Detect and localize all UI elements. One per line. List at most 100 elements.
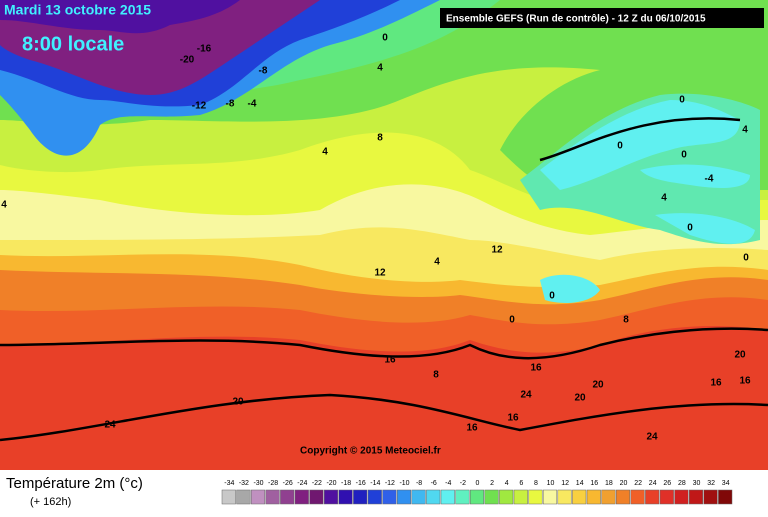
legend-value: -4 xyxy=(445,480,451,487)
legend-swatch xyxy=(309,489,324,505)
contour-label: -20 xyxy=(180,55,195,66)
contour-label: -8 xyxy=(226,99,235,110)
contour-label: 4 xyxy=(742,125,748,136)
legend-value: 14 xyxy=(576,480,584,487)
contour-label: 4 xyxy=(1,200,7,211)
legend-value: 0 xyxy=(476,480,480,487)
legend-swatch xyxy=(396,489,412,505)
legend-swatch xyxy=(645,489,660,505)
legend-value: -16 xyxy=(356,480,366,487)
contour-label: 20 xyxy=(232,397,244,408)
legend-value: -34 xyxy=(224,480,234,487)
legend-value: -30 xyxy=(253,480,263,487)
legend-value: -22 xyxy=(312,480,322,487)
legend-swatch xyxy=(236,489,251,505)
map-time: 8:00 locale xyxy=(22,33,124,55)
contour-label: 0 xyxy=(617,141,623,152)
legend-swatch xyxy=(250,489,266,505)
legend-value: -18 xyxy=(341,480,351,487)
legend-swatch xyxy=(499,489,514,505)
lead-time: (+ 162h) xyxy=(30,496,71,508)
legend-swatch xyxy=(382,489,397,505)
legend-value: -2 xyxy=(460,480,466,487)
contour-label: 16 xyxy=(466,423,478,434)
map-fields xyxy=(0,0,768,470)
legend-swatch xyxy=(280,489,295,505)
legend-swatch xyxy=(557,489,572,505)
legend-value: 16 xyxy=(590,480,598,487)
contour-label: -4 xyxy=(248,99,257,110)
legend-swatch xyxy=(572,489,587,505)
contour-label: 16 xyxy=(710,378,722,389)
legend-swatch xyxy=(338,489,353,505)
legend-value: 30 xyxy=(693,480,701,487)
contour-label: 0 xyxy=(743,253,749,264)
legend-value: 8 xyxy=(534,480,538,487)
legend-value: 32 xyxy=(707,480,715,487)
contour-label: 16 xyxy=(739,376,751,387)
legend-swatch xyxy=(528,489,543,505)
contour-label: 12 xyxy=(491,245,503,256)
contour-label: 0 xyxy=(681,150,687,161)
legend-swatch xyxy=(703,489,718,505)
legend-swatch xyxy=(484,489,499,505)
legend-swatch xyxy=(513,489,528,505)
legend-value: -14 xyxy=(370,480,380,487)
map-date: Mardi 13 octobre 2015 xyxy=(4,2,151,18)
legend-value: 26 xyxy=(663,480,671,487)
contour-label: 0 xyxy=(687,223,693,234)
run-box xyxy=(440,8,764,28)
legend-swatch xyxy=(455,489,470,505)
legend-value: 22 xyxy=(634,480,642,487)
contour-label: 4 xyxy=(661,193,667,204)
legend-swatch xyxy=(265,489,280,505)
contour-label: 0 xyxy=(382,33,388,44)
contour-labels: -20-16 -12 -8 -8 -4 0 4 8 4 12 12 16 20 24 24 20 20 16 16 1… xyxy=(1,33,751,443)
legend-swatch xyxy=(718,489,733,505)
legend-swatch xyxy=(294,489,309,505)
contour-label: 16 xyxy=(530,363,542,374)
legend-swatch xyxy=(221,489,236,505)
legend-value: -26 xyxy=(283,480,293,487)
contour-label: -8 xyxy=(259,66,268,77)
legend-value: 10 xyxy=(547,480,555,487)
legend-value: -32 xyxy=(239,480,249,487)
legend-value: 12 xyxy=(561,480,569,487)
contour-label: 20 xyxy=(592,380,604,391)
contour-label: 16 xyxy=(507,413,519,424)
legend-swatch xyxy=(615,489,631,505)
contour-label: 24 xyxy=(646,432,658,443)
contour-label: 24 xyxy=(520,390,532,401)
legend-swatch xyxy=(440,489,455,505)
contour-label: 24 xyxy=(104,420,116,431)
legend-value: 2 xyxy=(490,480,494,487)
contour-label: 4 xyxy=(377,63,383,74)
legend-value: -28 xyxy=(268,480,278,487)
legend-value: -24 xyxy=(297,480,307,487)
legend-value: 20 xyxy=(620,480,628,487)
contour-label: 8 xyxy=(377,133,383,144)
contour-label: 0 xyxy=(549,291,555,302)
contour-label: 4 xyxy=(322,147,328,158)
legend-value: 4 xyxy=(505,480,509,487)
contour-label: 8 xyxy=(433,370,439,381)
contour-label: 0 xyxy=(509,315,515,326)
legend-value: -20 xyxy=(326,480,336,487)
legend-value: -10 xyxy=(399,480,409,487)
contour-label: 20 xyxy=(734,350,746,361)
legend-swatch xyxy=(542,489,558,505)
copyright: Copyright © 2015 Meteociel.fr xyxy=(300,446,441,457)
contour-label: 8 xyxy=(623,315,629,326)
legend-swatch xyxy=(411,489,426,505)
legend-value: 18 xyxy=(605,480,613,487)
legend-swatch xyxy=(630,489,645,505)
legend-value: -8 xyxy=(416,480,422,487)
run-info: Ensemble GEFS (Run de contrôle) - 12 Z d… xyxy=(446,14,706,25)
contour-label: 0 xyxy=(679,95,685,106)
contour-label: 20 xyxy=(574,393,586,404)
legend-swatch xyxy=(323,489,339,505)
contour-label: 4 xyxy=(434,257,440,268)
legend-swatch xyxy=(469,489,485,505)
legend-swatch xyxy=(674,489,689,505)
